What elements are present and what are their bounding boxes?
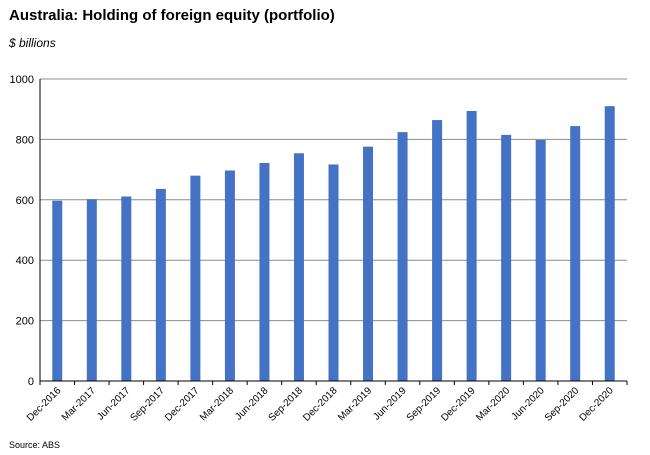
x-tick-label: Sep-2017	[129, 385, 168, 424]
y-tick-label: 400	[16, 255, 34, 267]
bar	[328, 164, 339, 381]
bar	[293, 153, 304, 381]
bar	[190, 175, 201, 381]
bar	[224, 170, 235, 381]
x-tick-label: Sep-2018	[267, 385, 306, 424]
x-tick-label: Mar-2018	[198, 385, 236, 423]
x-tick-label: Dec-2020	[577, 385, 616, 424]
y-tick-label: 1000	[10, 74, 34, 86]
bar	[466, 111, 477, 382]
chart-title: Australia: Holding of foreign equity (po…	[9, 7, 335, 24]
x-tick-label: Mar-2019	[336, 385, 374, 423]
bar	[52, 200, 63, 381]
y-tick-label: 0	[28, 376, 34, 388]
x-tick-label: Mar-2017	[60, 385, 98, 423]
bars	[52, 106, 615, 382]
x-tick-label: Dec-2016	[25, 385, 64, 424]
chart-subtitle: $ billions	[9, 36, 56, 50]
y-tick-label: 200	[16, 316, 34, 328]
bar	[121, 196, 132, 381]
bar	[155, 188, 166, 381]
bar	[535, 140, 546, 381]
x-tick-label: Mar-2020	[474, 385, 512, 423]
x-tick-label: Dec-2019	[439, 385, 478, 424]
y-tick-label: 800	[16, 134, 34, 146]
y-tick-labels: 0 200 400 600 800 1000	[10, 74, 34, 388]
bar	[570, 126, 581, 381]
bar	[86, 199, 97, 381]
bar	[397, 132, 408, 381]
x-tick-label: Jun-2017	[95, 385, 133, 423]
source-note: Source: ABS	[9, 440, 61, 450]
bar	[259, 162, 270, 381]
axes	[39, 79, 628, 385]
y-tick-label: 600	[16, 195, 34, 207]
x-tick-label: Dec-2017	[163, 385, 202, 424]
x-tick-label: Dec-2018	[301, 385, 340, 424]
bar	[363, 146, 374, 381]
bar	[501, 134, 512, 381]
bar	[604, 106, 615, 382]
x-tick-label: Sep-2020	[543, 385, 582, 424]
x-tick-labels: Dec-2016Mar-2017Jun-2017Sep-2017Dec-2017…	[25, 385, 616, 424]
bar	[432, 120, 443, 382]
x-tick-label: Sep-2019	[405, 385, 444, 424]
x-tick-label: Jun-2018	[233, 385, 271, 423]
x-tick-label: Jun-2020	[510, 385, 548, 423]
x-tick-label: Jun-2019	[371, 385, 409, 423]
